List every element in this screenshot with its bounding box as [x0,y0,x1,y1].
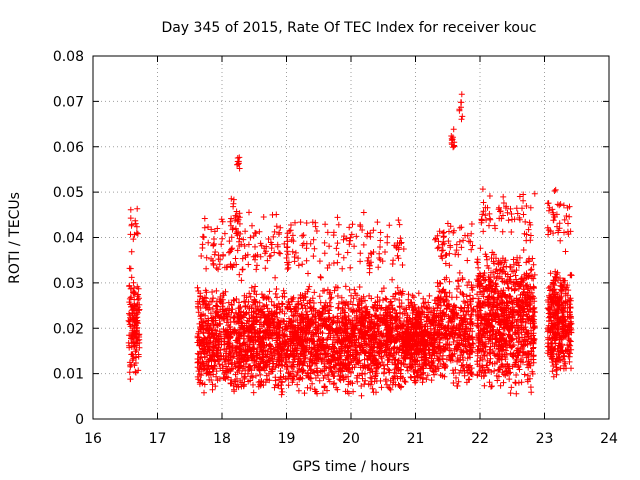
y-tick-label: 0.02 [53,321,84,337]
x-tick-label: 24 [600,431,618,447]
data-points [125,91,575,399]
x-axis-label: GPS time / hours [292,459,409,475]
y-tick-label: 0.03 [53,276,84,292]
y-tick-label: 0.05 [53,185,84,201]
y-axis-ticks: 0 0.01 0.02 0.03 0.04 0.05 0.06 0.07 0.08 [53,49,609,428]
x-tick-label: 23 [536,431,554,447]
x-tick-label: 19 [278,431,296,447]
roti-point-markers [125,91,575,399]
y-tick-label: 0.08 [53,49,84,65]
x-axis-ticks: 16 17 18 19 20 21 22 23 24 [84,56,618,447]
x-tick-label: 17 [149,431,167,447]
y-tick-label: 0.04 [53,231,84,247]
x-tick-label: 18 [213,431,231,447]
y-tick-label: 0.06 [53,140,84,156]
y-tick-label: 0.07 [53,94,84,110]
y-tick-label: 0.01 [53,367,84,383]
x-tick-label: 22 [471,431,489,447]
chart-title: Day 345 of 2015, Rate Of TEC Index for r… [161,20,536,36]
x-tick-label: 21 [407,431,425,447]
x-tick-label: 20 [342,431,360,447]
grid-lines [93,56,609,419]
y-tick-label: 0 [75,412,84,428]
y-axis-label: ROTI / TECUs [7,192,23,284]
x-tick-label: 16 [84,431,102,447]
